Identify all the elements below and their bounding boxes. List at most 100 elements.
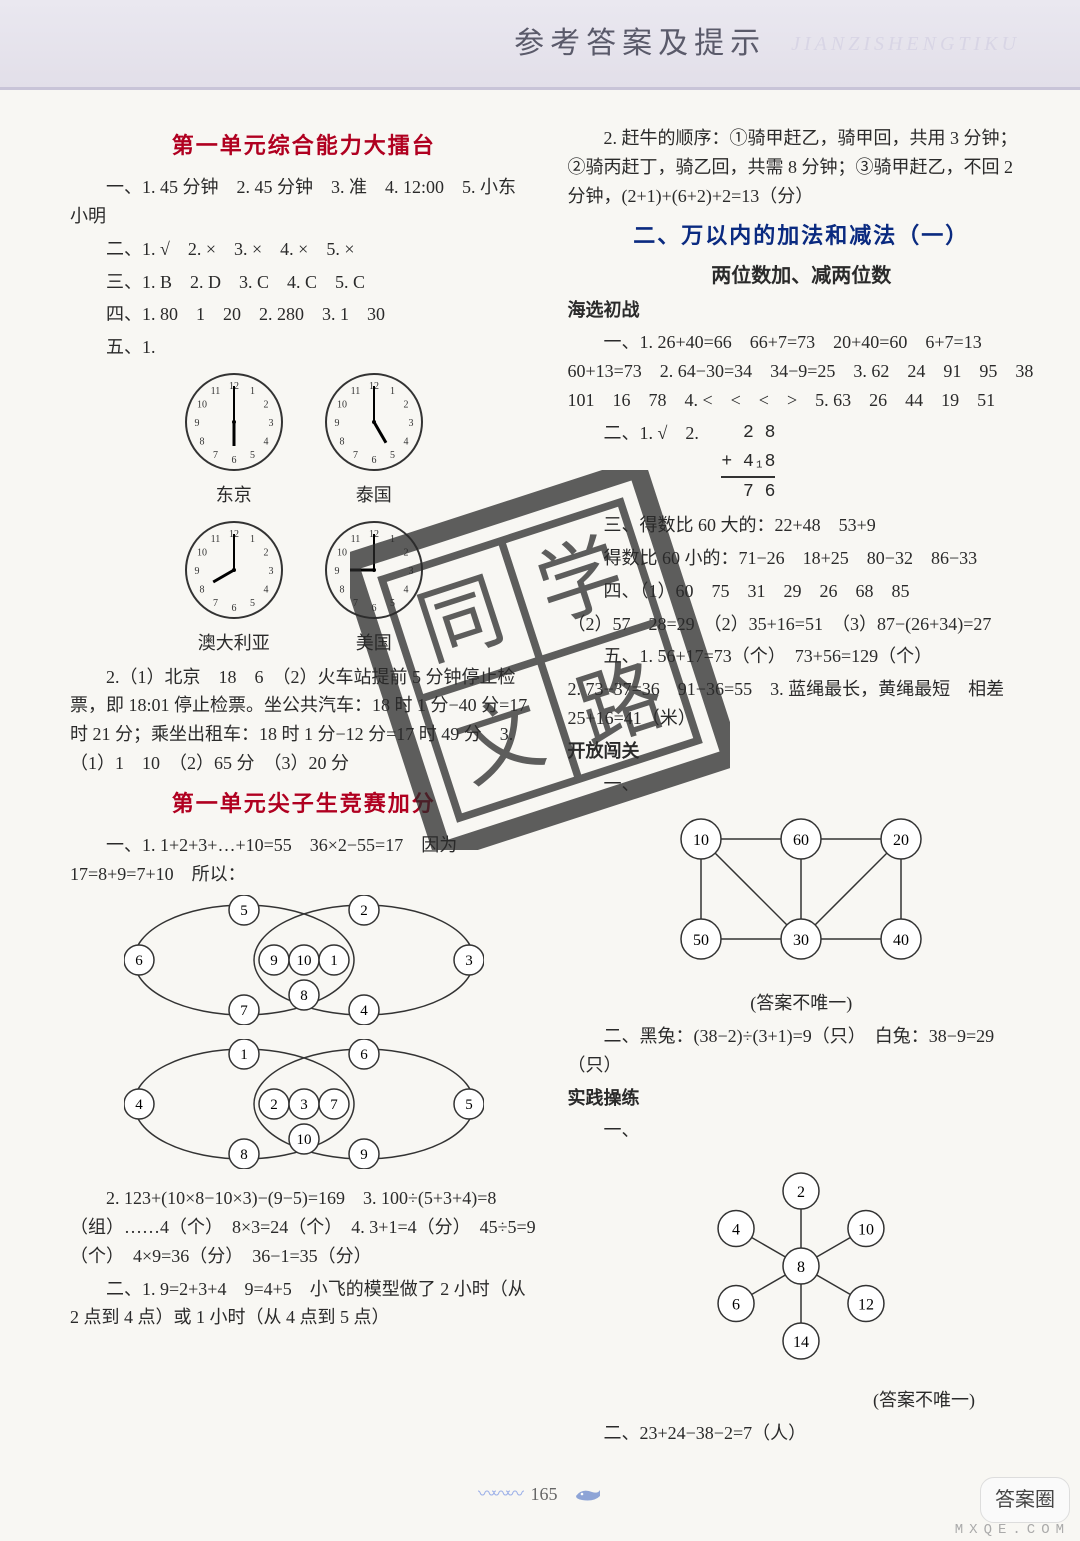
svg-text:6: 6 [371, 603, 376, 614]
svg-text:1: 1 [250, 386, 255, 397]
page-number: 165 [531, 1480, 558, 1509]
svg-text:2: 2 [360, 903, 368, 919]
svg-text:7: 7 [213, 450, 218, 461]
svg-text:5: 5 [240, 903, 248, 919]
svg-text:7: 7 [213, 598, 218, 609]
hx-label: 海选初战 [568, 296, 1036, 325]
svg-text:11: 11 [210, 534, 220, 545]
svg-text:4: 4 [403, 584, 408, 595]
r-title-blue: 二、万以内的加法和减法（一） [568, 218, 1036, 253]
sj-caption: (答案不唯一) [568, 1386, 1036, 1415]
svg-text:3: 3 [268, 418, 273, 429]
svg-text:7: 7 [353, 450, 358, 461]
hx-eq-sum: 7 6 [721, 478, 775, 507]
svg-text:8: 8 [339, 584, 344, 595]
svg-text:10: 10 [197, 399, 207, 410]
hx-2: 三、得数比 60 大的：22+48 53+9 [568, 511, 1036, 540]
svg-text:5: 5 [465, 1097, 473, 1113]
hx-eq-top: 2 8 [721, 419, 775, 448]
right-column: 2. 赶牛的顺序：①骑甲赶乙，骑甲回，共用 3 分钟；②骑丙赶丁，骑乙回，共需 … [568, 120, 1036, 1452]
svg-text:7: 7 [353, 598, 358, 609]
svg-text:5: 5 [250, 450, 255, 461]
svg-text:2: 2 [797, 1184, 805, 1201]
svg-text:1: 1 [390, 386, 395, 397]
svg-text:40: 40 [893, 932, 909, 949]
svg-text:2: 2 [263, 547, 268, 558]
hx-3: 得数比 60 小的：71−26 18+25 80−32 86−33 [568, 544, 1036, 573]
sj-1: 一、 [568, 1116, 1036, 1145]
svg-text:50: 50 [693, 932, 709, 949]
clock-tokyo: 123456789101112 东京 [179, 367, 289, 510]
svg-text:8: 8 [339, 436, 344, 447]
svg-text:1: 1 [330, 953, 338, 969]
svg-text:4: 4 [403, 436, 408, 447]
svg-text:3: 3 [268, 566, 273, 577]
answers-badge: 答案圈 [980, 1477, 1070, 1523]
svg-text:30: 30 [793, 932, 809, 949]
svg-text:4: 4 [263, 584, 268, 595]
clock-australia: 123456789101112 澳大利亚 [179, 515, 289, 658]
kf-caption: (答案不唯一) [568, 989, 1036, 1018]
hx-eq-bot: + 4₁8 [721, 448, 775, 479]
clock-australia-label: 澳大利亚 [179, 629, 289, 658]
hx-eq-pre: 二、1. √ 2. [604, 423, 699, 443]
s2-line-1: 一、1. 1+2+3+…+10=55 36×2−55=17 因为 17=8+9=… [70, 831, 538, 889]
svg-text:8: 8 [199, 436, 204, 447]
svg-text:7: 7 [240, 1003, 248, 1019]
clock-thailand-label: 泰国 [319, 481, 429, 510]
hx-7: 2. 73−37=36 91−36=55 3. 蓝绳最长，黄绳最短 相差 25+… [568, 675, 1036, 733]
svg-text:9: 9 [360, 1147, 368, 1163]
s2-line-3: 二、1. 9=2+3+4 9=4+5 小飞的模型做了 2 小时（从 2 点到 4… [70, 1275, 538, 1333]
svg-text:5: 5 [390, 450, 395, 461]
svg-text:7: 7 [330, 1097, 338, 1113]
header-title: 参考答案及提示 [514, 20, 766, 68]
svg-text:10: 10 [693, 832, 709, 849]
svg-text:1: 1 [390, 534, 395, 545]
hx-1: 一、1. 26+40=66 66+7=73 20+40=60 6+7=13 60… [568, 328, 1036, 414]
svg-text:5: 5 [250, 598, 255, 609]
header-pinyin: JIANZISHENGTIKU [791, 28, 1020, 60]
svg-text:11: 11 [210, 386, 220, 397]
svg-text:10: 10 [296, 953, 311, 969]
hx-4: 四、（1）60 75 31 29 26 68 85 [568, 577, 1036, 606]
s1-line-3: 三、1. B 2. D 3. C 4. C 5. C [70, 268, 538, 297]
s1-line-4: 四、1. 80 1 20 2. 280 3. 1 30 [70, 300, 538, 329]
url-mark: MXQE.COM [955, 1519, 1070, 1541]
svg-text:2: 2 [263, 399, 268, 410]
svg-text:4: 4 [360, 1003, 368, 1019]
s1-line-5: 五、1. [70, 333, 538, 362]
svg-text:9: 9 [194, 566, 199, 577]
whale-icon [572, 1482, 602, 1513]
svg-text:9: 9 [334, 566, 339, 577]
hx-eq: 二、1. √ 2. 2 8 + 4₁8 7 6 [604, 419, 1036, 507]
svg-text:9: 9 [194, 418, 199, 429]
r-sub-1: 两位数加、减两位数 [568, 260, 1036, 292]
svg-text:1: 1 [240, 1047, 248, 1063]
svg-text:9: 9 [334, 418, 339, 429]
clock-tokyo-label: 东京 [179, 481, 289, 510]
svg-text:8: 8 [240, 1147, 248, 1163]
clock-thailand: 123456789101112 泰国 [319, 367, 429, 510]
s1-line-2: 二、1. √ 2. × 3. × 4. × 5. × [70, 235, 538, 264]
svg-text:2: 2 [403, 547, 408, 558]
svg-text:2: 2 [403, 399, 408, 410]
svg-text:4: 4 [732, 1222, 740, 1239]
section-2-title: 第一单元尖子生竞赛加分 [70, 786, 538, 821]
svg-text:8: 8 [199, 584, 204, 595]
clock-usa-label: 美国 [319, 629, 429, 658]
oval-diagram-2: 16452371089 [70, 1039, 538, 1178]
svg-text:10: 10 [296, 1132, 311, 1148]
svg-text:4: 4 [263, 436, 268, 447]
footer-wave-left: 〰〰〰 [478, 1484, 520, 1504]
svg-text:2: 2 [270, 1097, 278, 1113]
svg-text:3: 3 [300, 1097, 308, 1113]
svg-text:3: 3 [408, 566, 413, 577]
svg-text:6: 6 [360, 1047, 368, 1063]
hx-5: （2）57 28=29 （2）35+16=51 （3）87−(26+34)=27 [568, 610, 1036, 639]
svg-text:10: 10 [337, 399, 347, 410]
svg-text:6: 6 [135, 953, 143, 969]
svg-text:10: 10 [337, 547, 347, 558]
kf-1: 一、 [568, 770, 1036, 799]
svg-text:11: 11 [350, 386, 360, 397]
page-footer: 〰〰〰 165 [0, 1480, 1080, 1513]
